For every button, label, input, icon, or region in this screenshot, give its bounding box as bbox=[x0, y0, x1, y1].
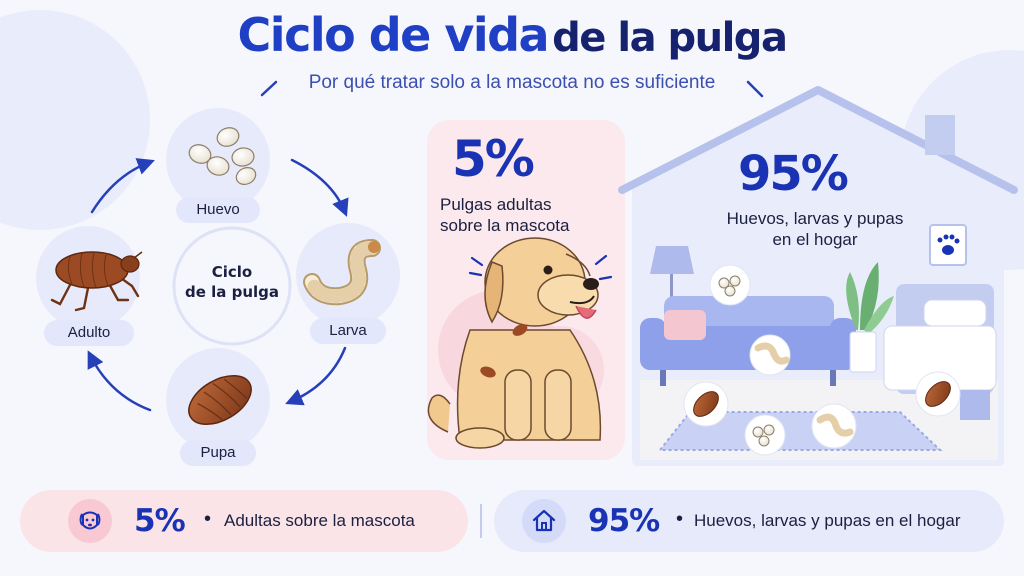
home-larva-bubble-2 bbox=[811, 403, 857, 449]
subtitle-decoration bbox=[260, 80, 764, 98]
larva-icon bbox=[303, 239, 381, 306]
summary-bar-home-bg bbox=[494, 490, 1004, 552]
arrow-egg-to-larva bbox=[290, 158, 349, 217]
page-subtitle: Por qué tratar solo a la mascota no es s… bbox=[308, 72, 716, 93]
home-desc-line2: en el hogar bbox=[772, 230, 858, 249]
rug bbox=[657, 411, 943, 451]
title-rest: de la pulga bbox=[552, 15, 788, 61]
title-main: Ciclo de vida bbox=[237, 8, 550, 62]
summary-bar-home: 95% • Huevos, larvas y pupas en el hogar bbox=[494, 490, 1004, 552]
flea-on-dog bbox=[480, 324, 528, 378]
adult-flea-icon bbox=[50, 251, 143, 312]
stage-label-larva: Larva bbox=[310, 318, 386, 344]
dog-icon bbox=[68, 499, 112, 543]
cycle-center-line1: Ciclo bbox=[211, 263, 253, 281]
home-description: Huevos, larvas y pupas en el hogar bbox=[700, 208, 930, 250]
home-pupa-bubble-2 bbox=[915, 371, 961, 417]
arrow-pupa-to-adult bbox=[87, 350, 152, 412]
stage-label-adult: Adulto bbox=[44, 320, 134, 346]
stage-label-egg: Huevo bbox=[176, 197, 260, 223]
house-icon bbox=[522, 499, 566, 543]
pet-description: Pulgas adultas sobre la mascota bbox=[440, 194, 569, 236]
summary-home-text: Huevos, larvas y pupas en el hogar bbox=[694, 511, 961, 530]
summary-home-bullet: • bbox=[676, 508, 684, 530]
bed bbox=[883, 284, 997, 420]
summary-home-percent: 95% bbox=[588, 503, 660, 539]
summary-bar-pet: 5% • Adultas sobre la mascota bbox=[20, 490, 468, 552]
cycle-center-line2: de la pulga bbox=[184, 283, 280, 301]
summary-pet-percent: 5% bbox=[134, 503, 186, 539]
dog-illustration bbox=[427, 237, 602, 449]
page-title: Ciclo de vida de la pulga bbox=[0, 8, 1024, 62]
home-pupa-bubble bbox=[683, 381, 729, 427]
life-cycle-diagram bbox=[36, 108, 400, 452]
home-panel bbox=[618, 86, 1018, 466]
pet-percent: 5% bbox=[452, 130, 535, 188]
cycle-inner-ring bbox=[172, 226, 292, 346]
pupa-icon bbox=[188, 374, 252, 426]
arrow-larva-to-pupa bbox=[285, 346, 347, 406]
home-percent: 95% bbox=[738, 146, 849, 202]
summary-pet-text: Adultas sobre la mascota bbox=[224, 511, 415, 530]
motion-lines bbox=[468, 254, 613, 281]
home-egg-bubble bbox=[709, 264, 751, 306]
home-desc-line1: Huevos, larvas y pupas bbox=[726, 209, 904, 228]
home-larva-bubble bbox=[749, 334, 791, 376]
plant bbox=[846, 262, 894, 373]
stage-label-pupa: Pupa bbox=[180, 440, 256, 466]
summary-bar-pet-bg bbox=[20, 490, 468, 552]
pet-desc-line1: Pulgas adultas bbox=[440, 195, 552, 214]
summary-pet-bullet: • bbox=[204, 508, 212, 530]
paw-icon bbox=[937, 234, 960, 255]
arrow-adult-to-egg bbox=[90, 158, 155, 214]
egg-icon bbox=[188, 127, 257, 185]
cycle-center-label: Ciclo de la pulga bbox=[172, 262, 292, 302]
background-blob bbox=[0, 10, 150, 230]
sofa bbox=[640, 296, 856, 386]
pet-desc-line2: sobre la mascota bbox=[440, 216, 570, 235]
pet-panel bbox=[427, 120, 625, 460]
home-egg-bubble-2 bbox=[744, 414, 786, 456]
